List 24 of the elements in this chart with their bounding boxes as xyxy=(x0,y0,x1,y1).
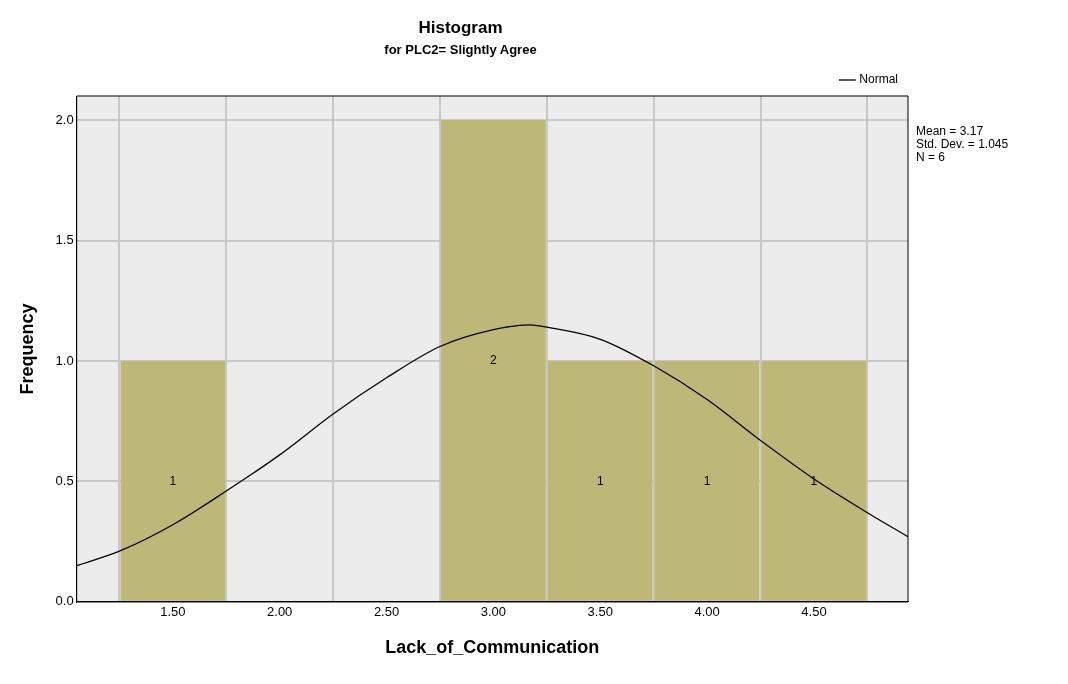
x-tick-label: 1.50 xyxy=(160,604,186,620)
data-label: 2 xyxy=(490,353,498,368)
data-label: 1 xyxy=(169,473,177,488)
chart-title: Histogram xyxy=(418,17,503,37)
x-axis-title: Lack_of_Communication xyxy=(385,637,600,658)
x-tick-label: 3.50 xyxy=(587,604,613,620)
x-tick-label: 3.00 xyxy=(480,604,507,620)
y-tick-label: 2.0 xyxy=(55,111,74,127)
y-tick-label: 0.5 xyxy=(55,472,74,488)
text: N = 6 xyxy=(916,150,946,165)
data-label: 1 xyxy=(703,473,711,488)
chart-subtitle: for PLC2= Slightly Agree xyxy=(384,41,537,57)
x-tick-label: 2.50 xyxy=(373,604,400,620)
y-tick-label: 1.0 xyxy=(55,352,74,368)
x-tick-label: 4.50 xyxy=(801,604,827,620)
y-tick-label: 1.5 xyxy=(55,232,74,248)
legend-label: Normal xyxy=(859,72,898,87)
data-label: 1 xyxy=(596,473,604,488)
x-tick-label: 2.00 xyxy=(267,604,293,620)
x-tick-label: 4.00 xyxy=(694,604,720,620)
y-axis-title: Frequency xyxy=(16,303,37,395)
text: Mean = 3.17 xyxy=(916,124,984,139)
y-tick-label: 0.0 xyxy=(55,593,74,609)
text: Std. Dev. = 1.045 xyxy=(916,137,1009,152)
